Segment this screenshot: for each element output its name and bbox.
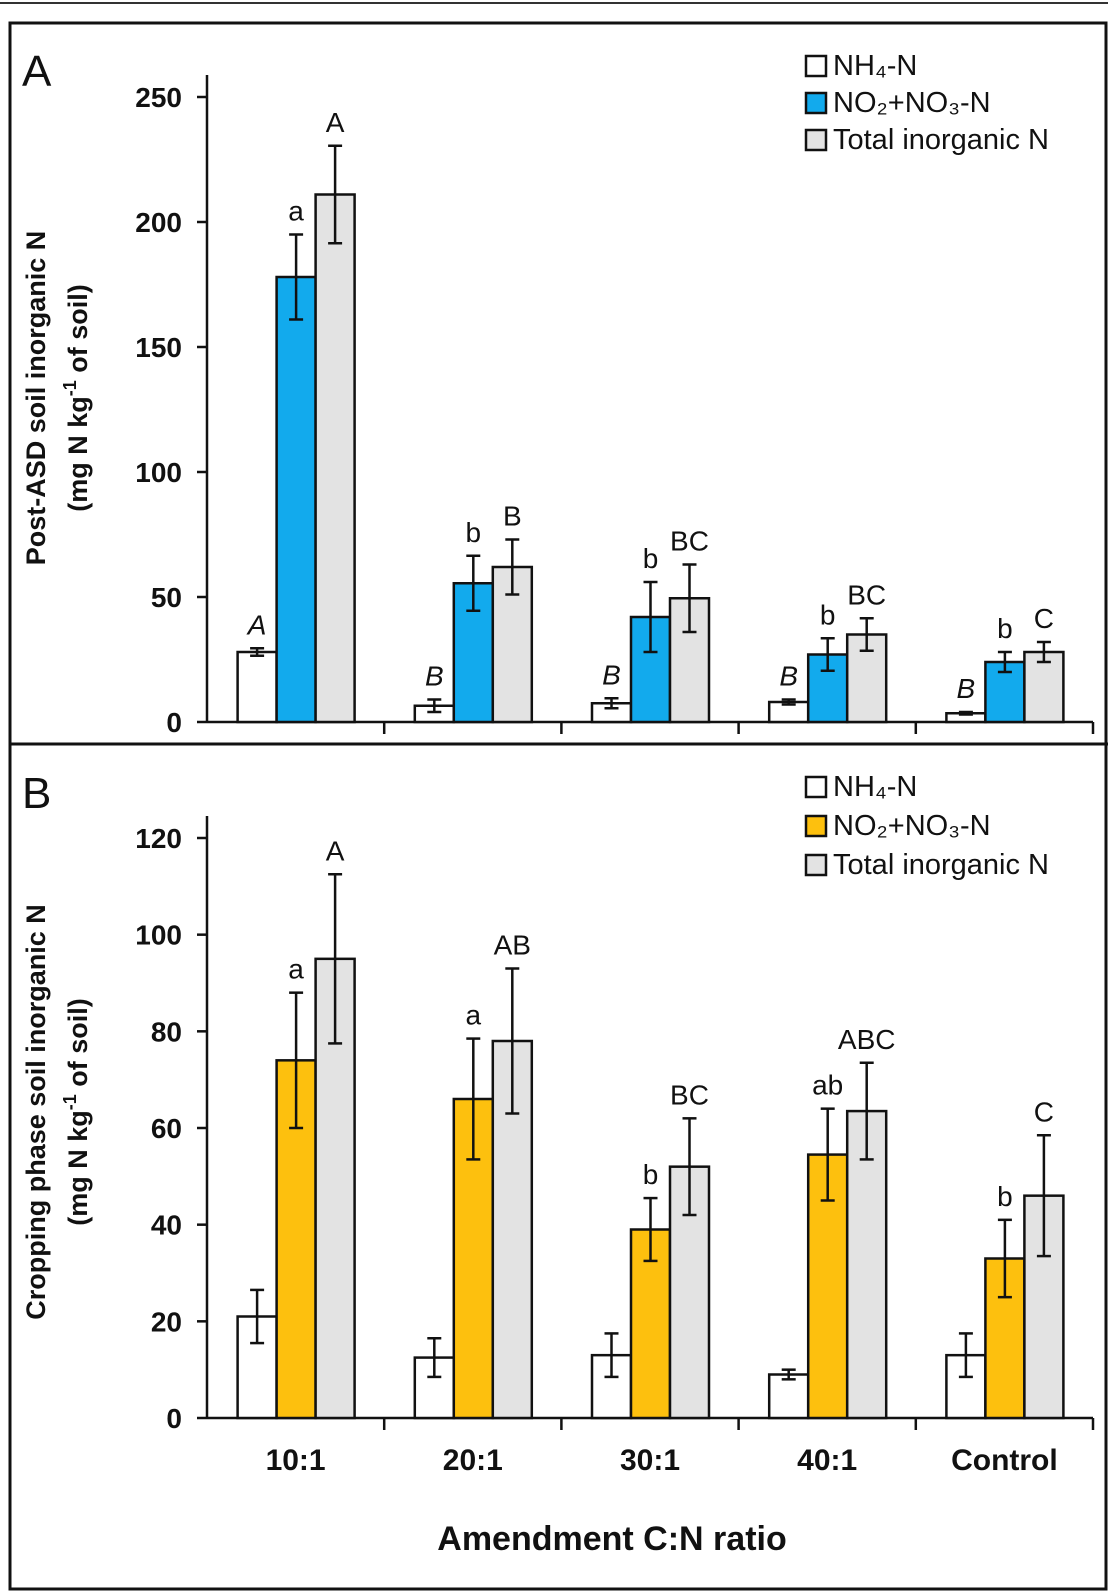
legend-label: NH₄-N: [833, 771, 917, 803]
significance-label: BC: [847, 579, 886, 610]
y-tick-label: 100: [135, 920, 182, 951]
y-tick-label: 250: [135, 82, 182, 113]
legend-label: NO₂+NO₃-N: [833, 810, 991, 842]
significance-label: B: [425, 661, 444, 692]
y-tick-label: 120: [135, 823, 182, 854]
significance-label: b: [997, 613, 1013, 644]
panel-b-chart: B Cropping phase soil inorganic N (mg N …: [21, 769, 1095, 1477]
legend: NH₄-N NO₂+NO₃-N Total inorganic N: [804, 50, 1049, 156]
significance-label: a: [288, 196, 304, 227]
legend-swatch: [804, 814, 828, 838]
x-category-label: 30:1: [620, 1444, 680, 1477]
significance-label: a: [466, 1000, 482, 1031]
panel-a-y-unit-prefix: (mg N kg: [63, 396, 93, 512]
panel-b-y-unit-sup: -1: [60, 1094, 80, 1110]
legend-swatch: [804, 775, 828, 799]
bar: [275, 275, 317, 724]
bar: [314, 193, 356, 724]
legend-swatch: [804, 853, 828, 877]
x-category-label: 10:1: [266, 1444, 326, 1477]
panel-b-y-axis-unit: (mg N kg-1 of soil): [60, 998, 93, 1226]
significance-label: A: [246, 609, 267, 640]
significance-label: b: [820, 599, 836, 630]
x-category-label: Control: [951, 1444, 1058, 1477]
significance-label: A: [326, 835, 345, 866]
panel-b-y-unit-prefix: (mg N kg: [63, 1110, 93, 1226]
bar: [1023, 650, 1065, 724]
legend-label: NO₂+NO₃-N: [833, 87, 991, 119]
legend-swatch: [804, 91, 828, 115]
legend-label: Total inorganic N: [833, 124, 1049, 156]
x-axis-title: Amendment C:N ratio: [437, 1520, 786, 1558]
significance-label: C: [1034, 1096, 1054, 1127]
panel-a-y-unit-suffix: of soil): [63, 284, 93, 380]
significance-label: ABC: [838, 1024, 896, 1055]
panel-b-y-axis-title: Cropping phase soil inorganic N: [21, 904, 51, 1320]
significance-label: b: [997, 1181, 1013, 1212]
significance-label: B: [602, 659, 621, 690]
legend-label: Total inorganic N: [833, 849, 1049, 881]
bar: [767, 1373, 810, 1420]
significance-label: BC: [670, 1079, 709, 1110]
significance-label: ab: [812, 1070, 843, 1101]
legend: NH₄-N NO₂+NO₃-N Total inorganic N: [804, 771, 1049, 881]
significance-label: b: [466, 517, 482, 548]
significance-label: B: [957, 673, 976, 704]
y-tick-label: 100: [135, 457, 182, 488]
legend-swatch: [804, 128, 828, 152]
panel-a-chart: A Post-ASD soil inorganic N (mg N kg-1 o…: [21, 47, 1095, 738]
significance-label: C: [1034, 603, 1054, 634]
panel-b-y-unit-suffix: of soil): [63, 998, 93, 1094]
panel-a-y-axis-title: Post-ASD soil inorganic N: [21, 231, 51, 566]
figure-frame: [8, 21, 1108, 1591]
significance-label: a: [288, 954, 304, 985]
significance-label: B: [503, 501, 522, 532]
significance-label: b: [643, 1159, 659, 1190]
y-tick-label: 40: [151, 1210, 182, 1241]
y-tick-label: 200: [135, 207, 182, 238]
bar: [236, 650, 278, 724]
panel-a-y-unit-sup: -1: [60, 380, 80, 396]
panel-a-label: A: [22, 47, 52, 96]
y-tick-label: 50: [151, 582, 182, 613]
x-category-label: 20:1: [443, 1444, 503, 1477]
x-category-label: 40:1: [797, 1444, 857, 1477]
y-tick-label: 0: [166, 1403, 182, 1434]
significance-label: AB: [494, 930, 531, 961]
significance-label: B: [779, 661, 798, 692]
legend-swatch: [804, 54, 828, 78]
panel-a-y-axis-unit: (mg N kg-1 of soil): [60, 284, 93, 512]
y-tick-label: 20: [151, 1306, 182, 1337]
y-tick-label: 60: [151, 1113, 182, 1144]
legend-label: NH₄-N: [833, 50, 917, 82]
significance-label: BC: [670, 526, 709, 557]
significance-label: b: [643, 543, 659, 574]
significance-label: A: [326, 107, 345, 138]
y-tick-label: 80: [151, 1016, 182, 1047]
y-tick-label: 150: [135, 332, 182, 363]
panel-b-label: B: [22, 769, 51, 818]
y-tick-label: 0: [166, 707, 182, 738]
